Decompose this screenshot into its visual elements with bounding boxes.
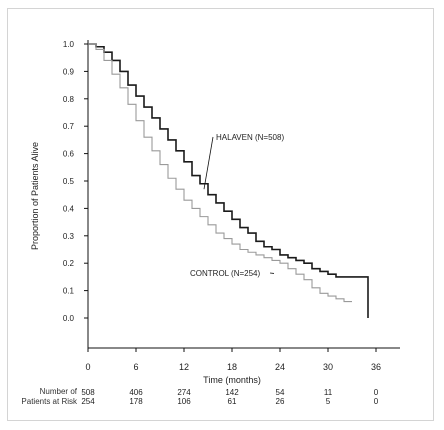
risk-value-halaven: 11 (324, 388, 333, 397)
x-tick-label: 0 (85, 362, 90, 372)
risk-table-title-line2: Patients at Risk (21, 397, 77, 406)
risk-value-control: 106 (177, 397, 191, 406)
y-tick-label: 0.3 (63, 232, 75, 241)
risk-value-halaven: 142 (225, 388, 239, 397)
risk-value-control: 26 (276, 397, 285, 406)
y-tick-label: 0.9 (63, 67, 75, 76)
risk-value-control: 0 (374, 397, 379, 406)
risk-value-halaven: 0 (374, 388, 379, 397)
x-tick-label: 6 (133, 362, 138, 372)
x-tick-label: 12 (179, 362, 189, 372)
y-tick-label: 0.4 (63, 204, 75, 213)
survival-curves (88, 43, 369, 318)
chart-frame (7, 8, 434, 421)
y-tick-label: 0.2 (63, 259, 75, 268)
annotation-control: CONTROL (N=254) (190, 269, 261, 278)
y-tick-label: 0.8 (63, 95, 75, 104)
annotation-halaven: HALAVEN (N=508) (216, 133, 284, 142)
x-tick-label: 30 (323, 362, 333, 372)
y-tick-label: 0.6 (63, 150, 75, 159)
x-axis-label: Time (months) (203, 375, 261, 385)
risk-value-halaven: 54 (276, 388, 285, 397)
risk-value-halaven: 274 (177, 388, 191, 397)
leader-line (203, 136, 214, 190)
y-tick-label: 0.7 (63, 122, 75, 131)
y-tick-label: 0.0 (63, 314, 75, 323)
risk-value-halaven: 508 (81, 388, 95, 397)
risk-table-title-line1: Number of (39, 387, 77, 396)
y-tick-label: 1.0 (63, 40, 75, 49)
series-labels: HALAVEN (N=508) CONTROL (N=254) (190, 133, 284, 278)
risk-value-halaven: 406 (129, 388, 143, 397)
y-tick-label: 0.5 (63, 177, 75, 186)
survival-line-halaven (88, 43, 369, 318)
chart-axes: 0.0 0.1 0.2 0.3 0.4 0.5 0.6 0.7 0.8 0.9 1.0 0 6 12 18 2… (63, 40, 400, 372)
patients-at-risk-table: 508 406 274 142 54 11 0 254 178 106 61 26 5 0 (81, 388, 378, 406)
x-tick-label: 18 (227, 362, 237, 372)
y-axis-label: Proportion of Patients Alive (30, 142, 40, 250)
risk-value-control: 5 (326, 397, 331, 406)
x-tick-label: 24 (275, 362, 285, 372)
risk-value-control: 254 (81, 397, 95, 406)
risk-value-control: 178 (129, 397, 143, 406)
x-tick-label: 36 (371, 362, 381, 372)
y-tick-label: 0.1 (63, 287, 75, 296)
risk-value-control: 61 (228, 397, 237, 406)
survival-line-control (88, 43, 352, 303)
